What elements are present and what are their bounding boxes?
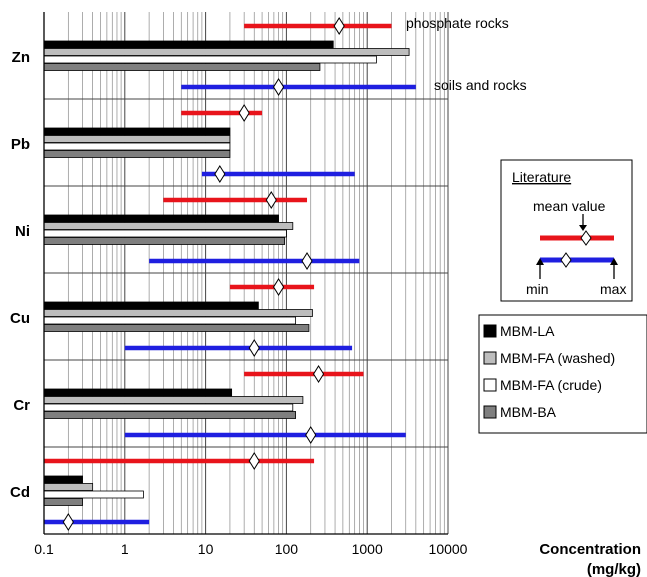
- bar-series: [43, 40, 410, 506]
- phosphate-rocks-mean-diamond-cd: [248, 452, 260, 470]
- bar-cd-series-1: [43, 475, 83, 484]
- mean-value-label: mean value: [533, 198, 606, 214]
- phosphate-rocks-mean-diamond-zn: [333, 17, 345, 35]
- bar-zn-series-3: [43, 55, 377, 64]
- soils-and-rocks-mean-diamond-zn: [272, 78, 285, 96]
- annotation-phosphate-rocks: phosphate rocks: [406, 15, 509, 31]
- series-legend: MBM-LA MBM-FA (washed) MBM-FA (crude) MBM-B…: [478, 314, 647, 434]
- min-label: min: [526, 281, 549, 297]
- bar-cr-series-4: [43, 411, 297, 419]
- bar-cu-series-4: [43, 324, 310, 332]
- soils-and-rocks-mean-diamond-pb: [214, 165, 226, 183]
- bar-zn-series-2: [43, 48, 410, 56]
- x-tick-label: 10: [198, 541, 214, 557]
- bar-cu-series-3: [43, 316, 297, 325]
- mean-arrow-head: [579, 225, 587, 231]
- example-blue-mean-diamond: [560, 252, 572, 268]
- category-label-cr: Cr: [13, 397, 30, 414]
- x-tick-label: 1: [121, 541, 129, 557]
- x-tick-label: 0.1: [34, 541, 54, 557]
- bar-cr-series-2: [43, 396, 304, 404]
- phosphate-rocks-mean-diamond-cr: [312, 365, 325, 383]
- bar-cd-series-2: [43, 483, 94, 491]
- x-tick-label: 10000: [429, 541, 468, 557]
- soils-and-rocks-mean-diamond-cu: [248, 339, 260, 357]
- x-tick-label: 1000: [352, 541, 383, 557]
- example-red-mean-diamond: [580, 230, 592, 246]
- bar-pb-series-1: [43, 127, 231, 136]
- bar-pb-series-3: [43, 142, 231, 151]
- bar-cd-series-3: [43, 490, 144, 499]
- x-axis-title-line2: (mg/kg): [587, 561, 641, 577]
- bar-cr-series-1: [43, 388, 233, 397]
- phosphate-rocks-mean-diamond-pb: [238, 104, 250, 122]
- x-tick-label: 100: [275, 541, 299, 557]
- bar-ni-series-3: [43, 229, 287, 238]
- bar-zn-series-1: [43, 40, 334, 49]
- category-label-cd: Cd: [10, 484, 30, 501]
- legend-swatch-series-1: [483, 324, 497, 338]
- bar-ni-series-4: [43, 237, 286, 245]
- bar-cu-series-2: [43, 309, 313, 317]
- literature-box-title: Literature: [512, 169, 571, 185]
- series-legend-frame: [478, 314, 647, 434]
- soils-and-rocks-mean-diamond-cd: [62, 513, 74, 531]
- legend-swatch-series-4: [483, 405, 497, 419]
- annotation-soils-and-rocks: soils and rocks: [434, 77, 527, 93]
- literature-box-frame: [500, 159, 633, 302]
- x-tick-labels: 0.1 1 10 100 1000 10000: [34, 541, 467, 557]
- legend-swatch-series-3: [483, 378, 497, 392]
- x-axis-title-line1: Concentration: [539, 541, 641, 558]
- literature-legend-box: Literature mean value min max: [500, 159, 633, 302]
- phosphate-rocks-mean-diamond-cu: [272, 278, 285, 296]
- category-labels: Zn Pb Ni Cu Cr Cd: [10, 49, 30, 501]
- category-label-pb: Pb: [11, 136, 30, 153]
- min-arrow-head: [536, 258, 544, 265]
- category-label-cu: Cu: [10, 310, 30, 327]
- soils-and-rocks-mean-diamond-cr: [305, 426, 317, 444]
- bar-cr-series-3: [43, 403, 294, 412]
- legend-label-series-2: MBM-FA (washed): [500, 350, 615, 366]
- category-label-zn: Zn: [12, 49, 30, 66]
- bar-ni-series-2: [43, 222, 294, 230]
- max-label: max: [600, 281, 626, 297]
- literature-ranges: [44, 17, 416, 531]
- max-arrow-head: [610, 258, 618, 265]
- legend-label-series-3: MBM-FA (crude): [500, 377, 602, 393]
- soils-and-rocks-mean-diamond-ni: [301, 252, 313, 270]
- bar-zn-series-4: [43, 63, 321, 71]
- grid-lines: [43, 12, 449, 534]
- bar-pb-series-4: [43, 150, 231, 158]
- bar-cu-series-1: [43, 301, 259, 310]
- category-label-ni: Ni: [15, 223, 30, 240]
- phosphate-rocks-mean-diamond-ni: [265, 191, 277, 209]
- legend-swatch-series-2: [483, 351, 497, 365]
- legend-label-series-4: MBM-BA: [500, 404, 557, 420]
- legend-label-series-1: MBM-LA: [500, 323, 555, 339]
- axes: [43, 12, 448, 535]
- bar-ni-series-1: [43, 214, 279, 223]
- bar-cd-series-4: [43, 498, 83, 506]
- bar-pb-series-2: [43, 135, 231, 143]
